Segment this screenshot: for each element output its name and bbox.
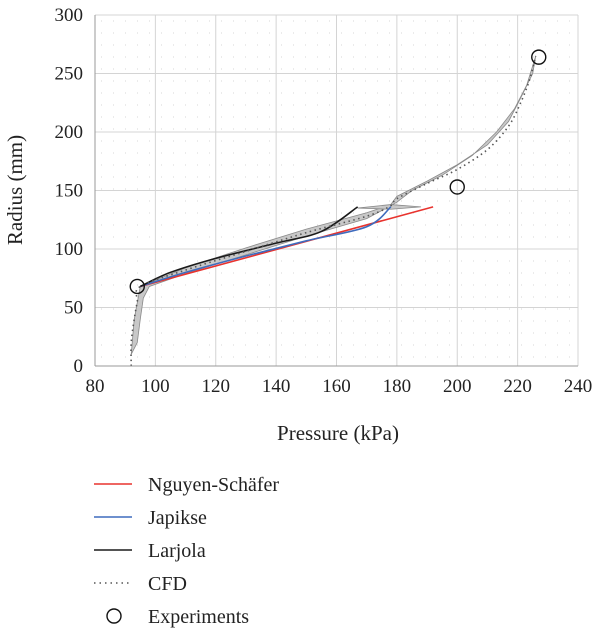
tick-labels: 80 100 120 140 160 180 200 220 240 0 50 100 150 200 25… bbox=[55, 5, 593, 397]
x-axis-title: Pressure (kPa) bbox=[277, 421, 399, 445]
legend-label-japikse: Japikse bbox=[148, 507, 207, 529]
series-layer bbox=[130, 55, 537, 367]
gridlines bbox=[94, 14, 579, 367]
legend-label-larjola: Larjola bbox=[148, 540, 206, 562]
x-tick-label: 140 bbox=[262, 376, 291, 397]
experiment-point bbox=[449, 179, 465, 195]
x-tick-label: 240 bbox=[564, 376, 593, 397]
y-tick-label: 50 bbox=[64, 298, 83, 319]
experiment-markers bbox=[129, 49, 547, 295]
y-tick-label: 150 bbox=[55, 181, 84, 202]
axes bbox=[94, 15, 578, 367]
x-tick-label: 220 bbox=[503, 376, 532, 397]
y-tick-label: 250 bbox=[55, 64, 84, 85]
legend-label-experiments: Experiments bbox=[148, 606, 249, 628]
x-tick-label: 120 bbox=[202, 376, 231, 397]
cfd-band-lobe bbox=[357, 204, 422, 210]
y-tick-label: 0 bbox=[74, 356, 84, 377]
x-tick-label: 80 bbox=[86, 376, 105, 397]
series-line-japikse bbox=[140, 206, 392, 288]
y-axis-title: Radius (mm) bbox=[3, 135, 27, 245]
experiment-point bbox=[531, 49, 547, 65]
x-tick-label: 100 bbox=[141, 376, 170, 397]
x-tick-label: 200 bbox=[443, 376, 472, 397]
y-tick-label: 200 bbox=[55, 122, 84, 143]
y-tick-label: 300 bbox=[55, 5, 84, 26]
series-line-cfd bbox=[130, 55, 537, 367]
y-tick-label: 100 bbox=[55, 239, 84, 260]
legend-label-cfd: CFD bbox=[148, 573, 187, 595]
x-tick-label: 180 bbox=[383, 376, 412, 397]
legend-label-nguyen-sch-fer: Nguyen-Schäfer bbox=[148, 474, 279, 496]
x-tick-label: 160 bbox=[322, 376, 351, 397]
series-line-larjola bbox=[139, 206, 359, 288]
legend: Nguyen-Schäfer Japikse Larjola CFD Experimen… bbox=[94, 474, 279, 628]
series-line-nguyen-sch-fer bbox=[140, 206, 434, 288]
experiment-point bbox=[129, 278, 145, 295]
legend-swatch-experiments bbox=[106, 608, 122, 624]
